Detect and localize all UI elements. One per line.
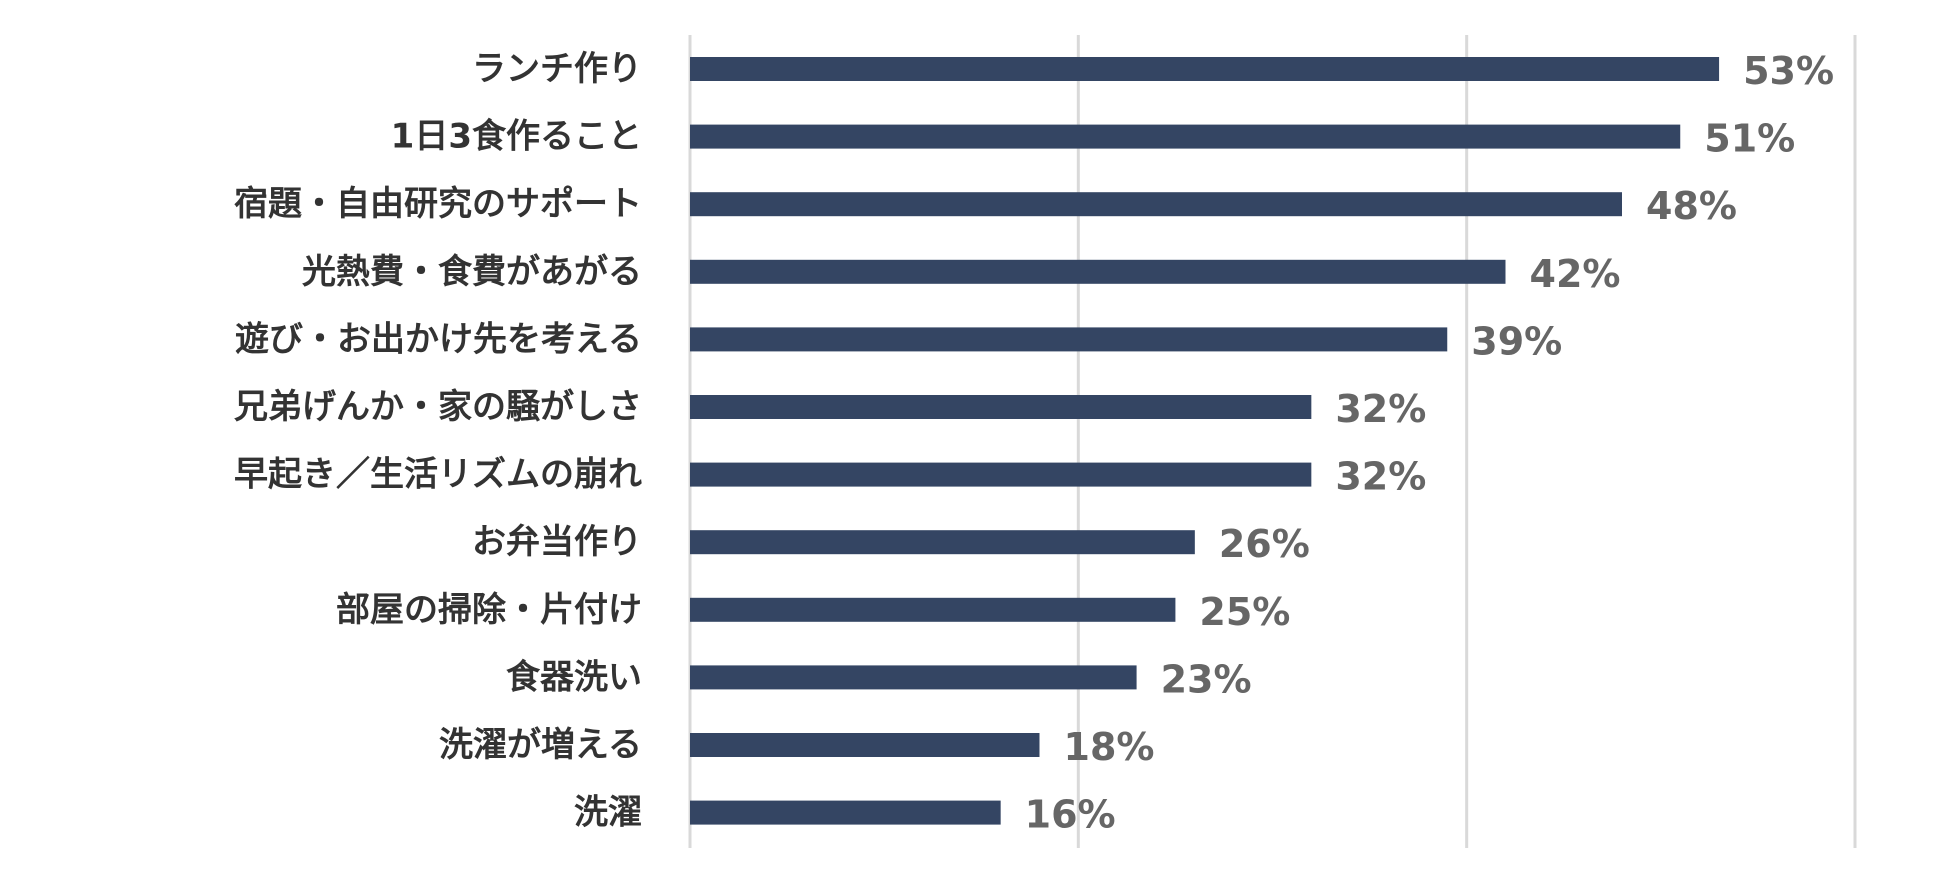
bar <box>690 462 1312 487</box>
category-label: ランチ作り <box>472 49 642 89</box>
bars <box>690 57 1720 825</box>
data-label: 23% <box>1161 657 1252 701</box>
data-label: 26% <box>1219 522 1310 566</box>
category-label: 食器洗い <box>506 657 642 697</box>
bar <box>690 124 1681 149</box>
bar <box>690 733 1040 757</box>
data-label: 53% <box>1743 49 1834 93</box>
category-label: 早起き／生活リズムの崩れ <box>234 455 642 495</box>
category-label: 宿題・自由研究のサポート <box>234 184 642 224</box>
category-labels: ランチ作り 1日3食作ること宿題・自由研究のサポート光熱費・食費があがる遊び・お出… <box>234 49 642 833</box>
data-label: 18% <box>1064 725 1155 769</box>
data-label: 16% <box>1025 793 1116 837</box>
data-label: 32% <box>1335 455 1426 499</box>
bar <box>690 800 1001 825</box>
category-label: 光熱費・食費があがる <box>302 252 642 292</box>
data-label: 32% <box>1335 387 1426 431</box>
category-label: 遊び・お出かけ先を考える <box>235 319 642 359</box>
bar <box>690 597 1176 622</box>
category-label: 兄弟げんか・家の騒がしさ <box>234 387 642 427</box>
category-label: お弁当作り <box>472 522 642 562</box>
gridlines <box>688 35 1857 848</box>
data-label: 51% <box>1704 117 1795 161</box>
value-labels: 53% 51% 48% 42% 39% 32% 32% 26% 25% 23%18% 16% <box>1025 49 1834 837</box>
category-label: 洗濯 <box>574 793 642 833</box>
category-label: 部屋の掃除・片付け <box>336 590 642 630</box>
data-label: 42% <box>1530 252 1621 296</box>
bar <box>690 57 1720 81</box>
data-label: 48% <box>1646 184 1737 228</box>
category-label: 洗濯が増える <box>439 725 642 765</box>
bar <box>690 327 1448 352</box>
bar <box>690 530 1195 555</box>
bar <box>690 395 1312 419</box>
bar <box>690 259 1506 284</box>
category-label: 1日3食作ること <box>391 117 642 157</box>
data-label: 25% <box>1199 590 1290 634</box>
bar <box>690 192 1622 217</box>
data-label: 39% <box>1471 319 1562 363</box>
bar <box>690 665 1137 690</box>
